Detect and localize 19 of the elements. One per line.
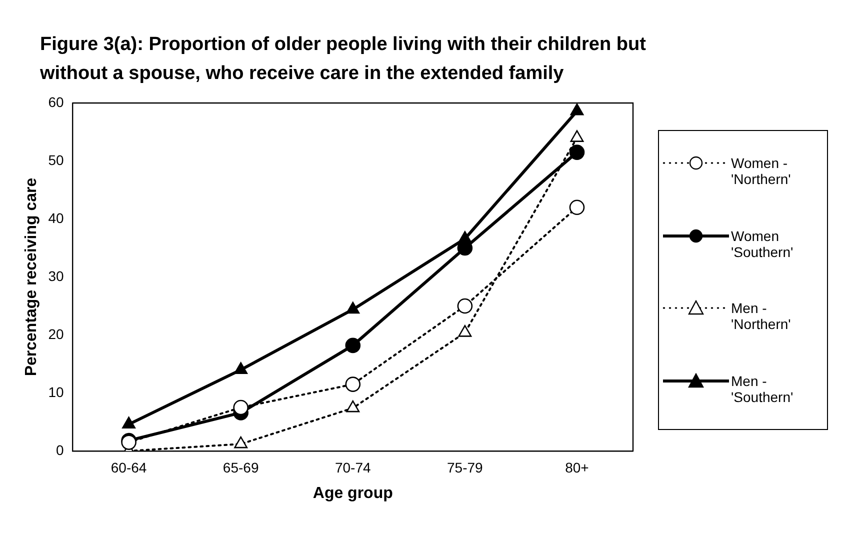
- legend-label: Women 'Southern': [731, 228, 794, 260]
- x-tick-label: 65-69: [222, 459, 259, 476]
- y-tick-label: 20: [48, 326, 64, 342]
- chart-title: Figure 3(a): Proportion of older people living with their children but without a spouse, who receive care in the extended family: [40, 33, 647, 86]
- legend-label: Men - 'Southern': [731, 372, 794, 405]
- x-tick-label: 70-74: [334, 459, 371, 476]
- x-axis-title: Age group: [312, 484, 394, 502]
- y-tick-label: 50: [48, 152, 64, 168]
- y-axis-title: Percentage receiving care: [23, 178, 40, 376]
- y-tick-label: 60: [48, 94, 64, 110]
- y-tick-label: 30: [48, 268, 64, 284]
- y-tick-label: 0: [56, 442, 64, 458]
- y-tick-label: 40: [48, 210, 64, 226]
- x-tick-label: 80+: [565, 459, 589, 476]
- x-tick-label: 60-64: [110, 459, 147, 476]
- y-tick-label: 10: [48, 384, 64, 400]
- legend-label: Men - 'Northern': [731, 300, 792, 332]
- legend-label: Women - 'Northern': [731, 155, 792, 188]
- x-tick-label: 75-79: [447, 459, 484, 476]
